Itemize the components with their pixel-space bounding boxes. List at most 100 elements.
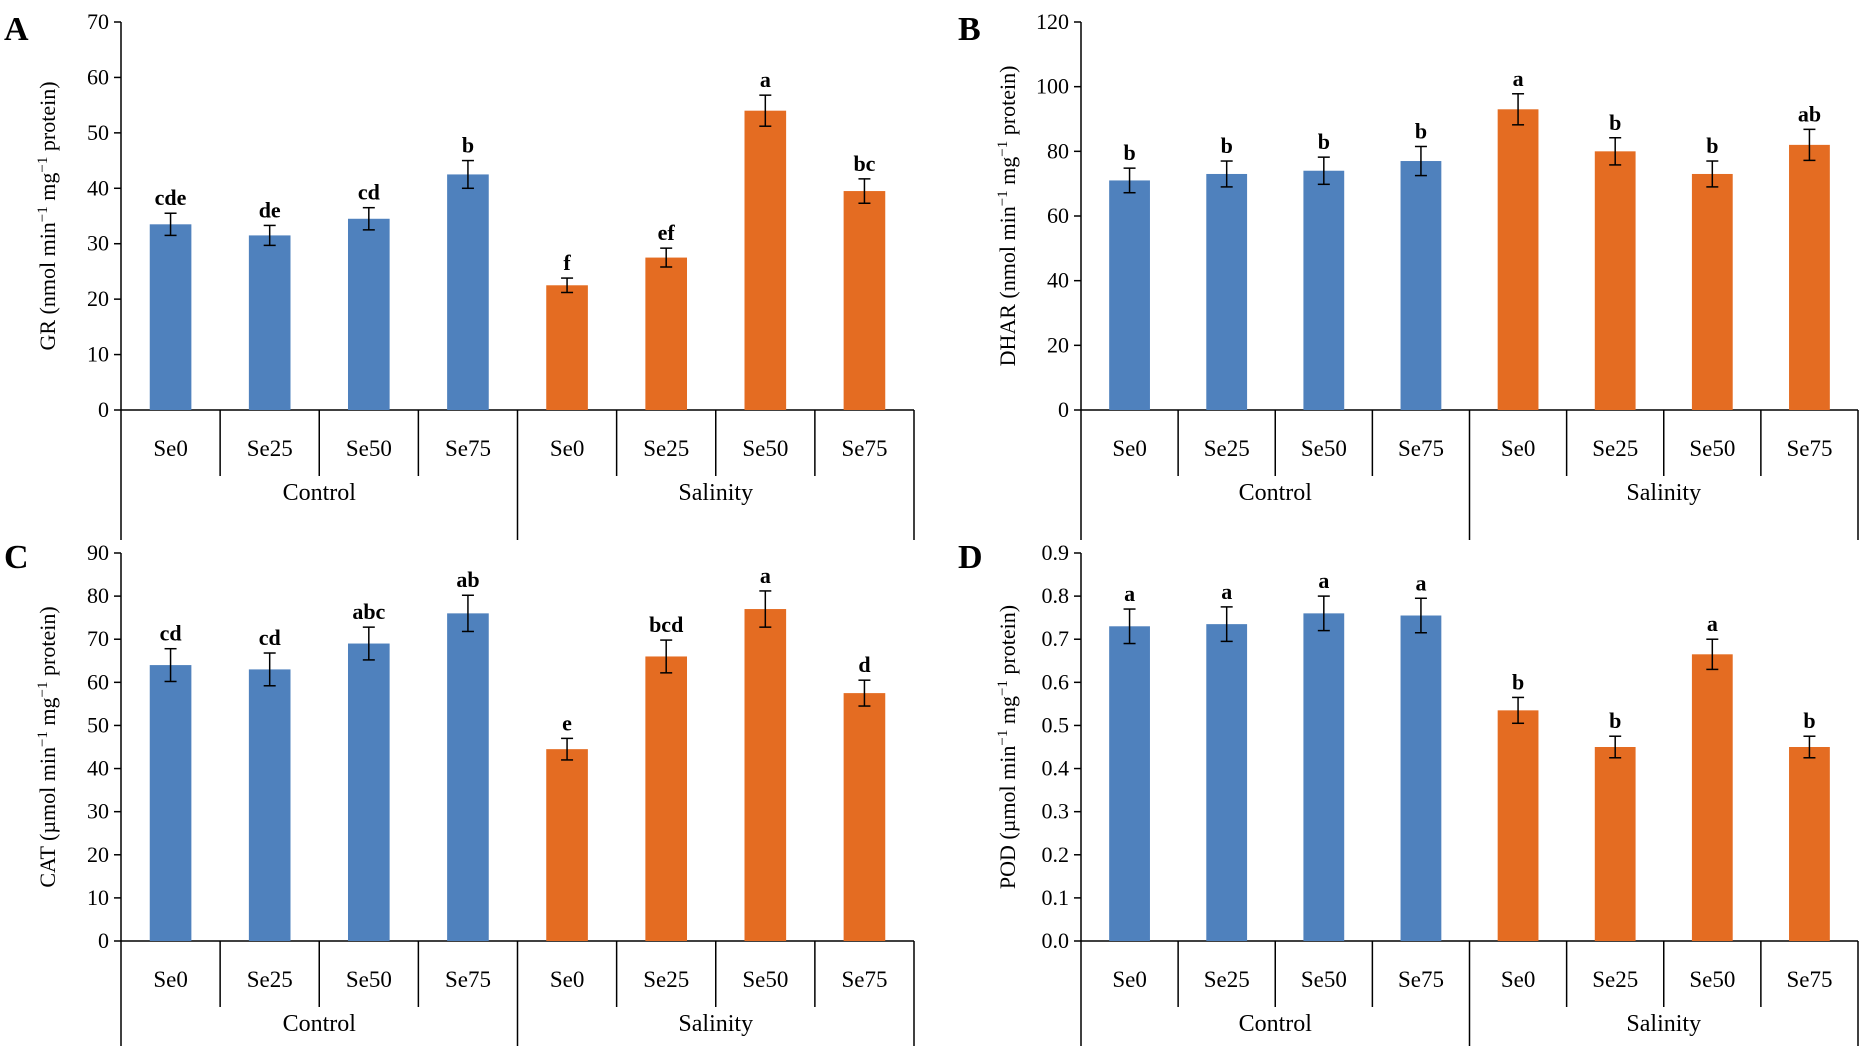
bar	[447, 174, 489, 410]
y-title-superscript: −1	[35, 681, 51, 697]
panel-letter: A	[4, 11, 29, 48]
significance-label: b	[1609, 110, 1621, 135]
significance-label: a	[1124, 581, 1135, 606]
y-tick-label: 0.2	[1042, 842, 1070, 867]
category-label: Se75	[1398, 967, 1444, 992]
significance-label: b	[1512, 669, 1524, 694]
significance-label: a	[1318, 568, 1329, 593]
significance-label: b	[1123, 140, 1135, 165]
category-label: Se0	[153, 967, 188, 992]
category-label: Se25	[247, 967, 293, 992]
category-label: Se75	[1786, 436, 1832, 461]
bar	[1691, 173, 1733, 410]
bar	[843, 191, 886, 410]
bar	[1497, 710, 1539, 941]
bar	[744, 110, 787, 410]
category-label: Se75	[841, 967, 887, 992]
y-tick-label: 10	[87, 885, 109, 910]
y-title-text: CAT (µmol min	[35, 747, 60, 888]
bar	[149, 665, 192, 941]
y-title-superscript: −1	[35, 731, 51, 747]
y-tick-label: 60	[87, 64, 109, 89]
significance-label: abc	[352, 599, 385, 624]
significance-label: cd	[358, 180, 380, 205]
y-tick-label: 0.5	[1042, 712, 1070, 737]
bar	[843, 693, 886, 941]
bar	[744, 609, 787, 941]
bar	[347, 643, 390, 941]
category-label: Se0	[550, 967, 585, 992]
y-tick-label: 80	[87, 583, 109, 608]
bar	[1206, 624, 1248, 941]
bar	[546, 749, 588, 941]
y-title-text: mg	[995, 696, 1020, 730]
panel-letter: C	[4, 539, 29, 576]
y-title-superscript: −1	[995, 730, 1011, 746]
y-tick-label: 0.7	[1042, 626, 1070, 651]
y-title-text: mg	[995, 157, 1020, 191]
category-label: Se25	[643, 967, 689, 992]
group-label: Control	[1239, 1011, 1313, 1037]
y-tick-label: 0	[98, 397, 109, 422]
significance-label: cde	[155, 185, 187, 210]
bar	[1400, 615, 1442, 941]
category-label: Se25	[1204, 967, 1250, 992]
y-title-superscript: −1	[995, 141, 1011, 157]
y-tick-label: 0.9	[1042, 540, 1070, 565]
y-title-text: mg	[35, 173, 60, 207]
significance-label: bc	[853, 151, 875, 176]
category-label: Se0	[1501, 967, 1536, 992]
group-label: Salinity	[1626, 480, 1701, 506]
significance-label: a	[1221, 579, 1232, 604]
y-tick-label: 0.6	[1042, 669, 1070, 694]
category-label: Se75	[841, 436, 887, 461]
y-tick-label: 70	[87, 626, 109, 651]
bar	[1594, 151, 1636, 411]
y-tick-label: 0.0	[1042, 928, 1070, 953]
y-tick-label: 50	[87, 120, 109, 145]
category-label: Se50	[346, 436, 392, 461]
bar	[645, 656, 688, 941]
group-label: Salinity	[678, 1011, 753, 1037]
bar	[1497, 109, 1539, 411]
category-label: Se25	[1592, 967, 1638, 992]
y-tick-label: 40	[87, 175, 109, 200]
y-tick-label: 50	[87, 712, 109, 737]
y-title-text: DHAR (nmol min	[995, 206, 1020, 366]
y-tick-label: 20	[87, 286, 109, 311]
y-title-text: protein)	[35, 606, 60, 681]
bar	[1594, 747, 1636, 941]
bar	[1303, 613, 1345, 941]
category-label: Se75	[445, 967, 491, 992]
category-label: Se0	[1112, 436, 1147, 461]
y-title-text: GR (nmol min	[35, 222, 60, 350]
y-tick-label: 0.1	[1042, 885, 1070, 910]
y-tick-label: 0	[98, 928, 109, 953]
y-tick-label: 40	[1047, 268, 1069, 293]
y-tick-label: 90	[87, 540, 109, 565]
y-tick-label: 80	[1047, 138, 1069, 163]
category-label: Se50	[742, 967, 788, 992]
category-label: Se0	[1112, 967, 1147, 992]
bar	[1109, 626, 1150, 941]
y-tick-label: 20	[87, 842, 109, 867]
significance-label: ab	[1798, 101, 1821, 126]
y-title-text: POD (µmol min	[995, 746, 1020, 889]
bar	[347, 218, 390, 410]
y-title-text: protein)	[995, 605, 1020, 680]
significance-label: cd	[160, 621, 182, 646]
significance-label: b	[1706, 133, 1718, 158]
significance-label: b	[462, 133, 474, 158]
significance-label: a	[760, 563, 771, 588]
y-tick-label: 10	[87, 342, 109, 367]
y-tick-label: 120	[1036, 9, 1069, 34]
y-tick-label: 40	[87, 756, 109, 781]
group-label: Control	[283, 480, 357, 506]
y-title-superscript: −1	[35, 157, 51, 173]
bar	[1691, 654, 1733, 941]
category-label: Se75	[1398, 436, 1444, 461]
category-label: Se25	[643, 436, 689, 461]
bar	[248, 669, 291, 941]
